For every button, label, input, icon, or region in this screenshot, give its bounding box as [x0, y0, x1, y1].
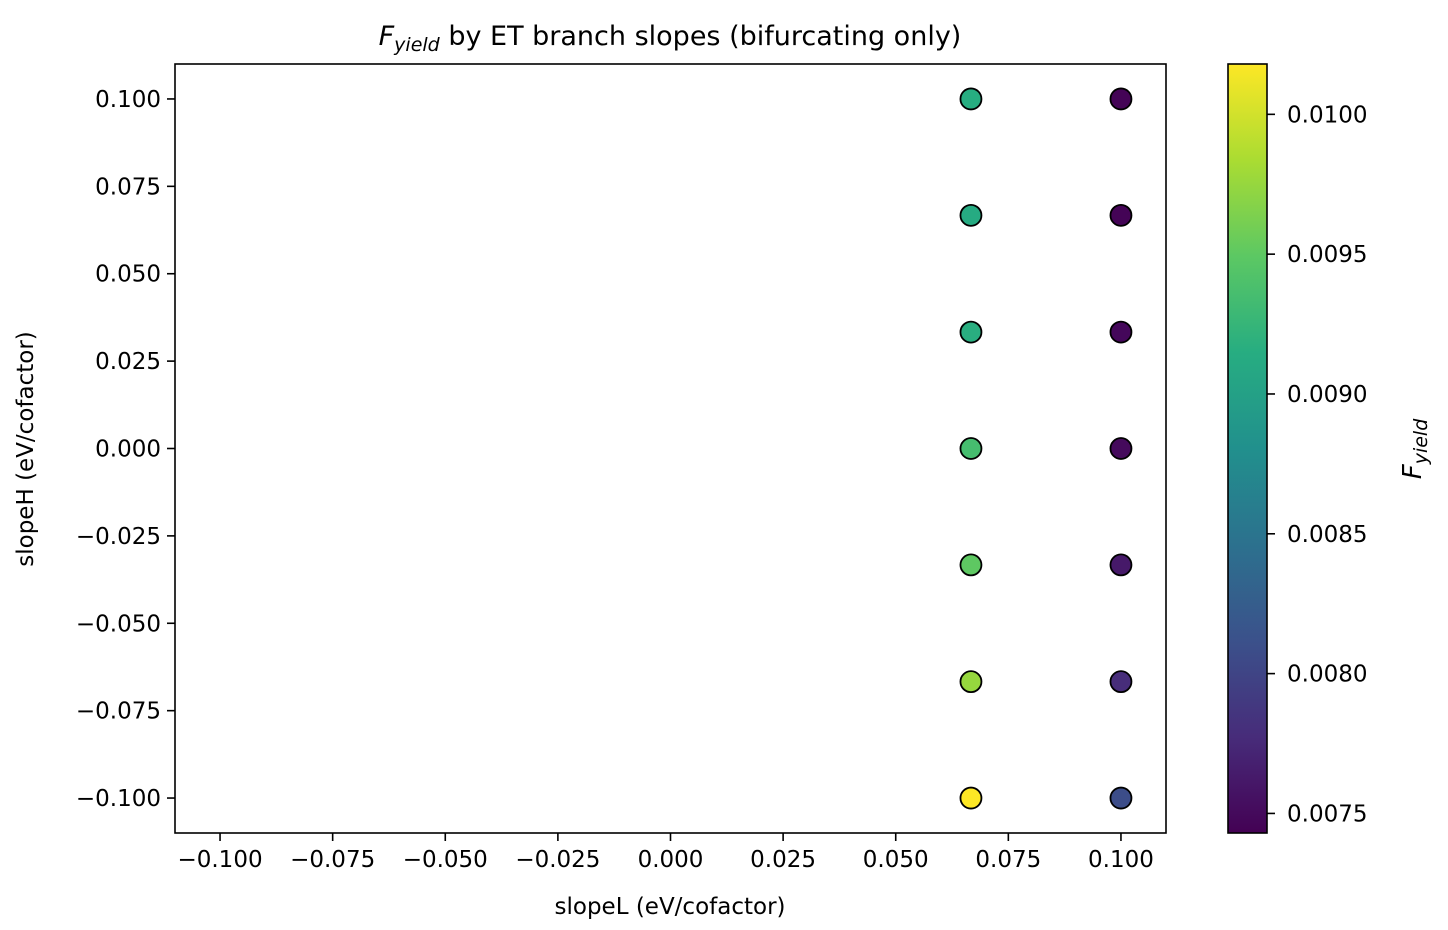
- data-point: [959, 437, 983, 460]
- x-tick-label: −0.025: [515, 847, 600, 873]
- data-point: [959, 553, 983, 577]
- colorbar-tick-label: 0.0090: [1287, 382, 1367, 408]
- y-tick-label: 0.025: [95, 349, 161, 375]
- colorbar-gradient: [1227, 63, 1268, 834]
- data-point: [959, 320, 983, 344]
- x-axis-label: slopeL (eV/cofactor): [555, 894, 786, 920]
- data-point: [1109, 203, 1133, 227]
- data-point: [1109, 437, 1133, 460]
- x-tick-label: −0.050: [403, 847, 488, 873]
- x-tick-label: 0.075: [975, 847, 1041, 873]
- colorbar-ticks: 0.0075 0.0080 0.0085 0.0090 0.0095 0.0100: [1267, 102, 1367, 827]
- y-axis-label: slopeH (eV/cofactor): [13, 331, 39, 566]
- x-axis-ticks: −0.100 −0.075 −0.050 −0.025 0.000 0.025 0.050 0…: [177, 833, 1154, 873]
- y-tick-label: −0.050: [76, 611, 161, 637]
- y-tick-label: 0.075: [95, 174, 161, 200]
- colorbar-tick-label: 0.0085: [1287, 522, 1367, 548]
- x-tick-label: 0.000: [638, 847, 704, 873]
- y-tick-label: 0.050: [95, 262, 161, 288]
- plot-frame: [174, 63, 1167, 834]
- y-axis-ticks: −0.100 −0.075 −0.050 −0.025 0.000 0.025 0.050 0…: [76, 87, 175, 812]
- x-tick-label: −0.075: [290, 847, 375, 873]
- x-tick-label: 0.100: [1088, 847, 1154, 873]
- colorbar-tick-label: 0.0095: [1287, 242, 1367, 268]
- x-tick-label: 0.025: [750, 847, 816, 873]
- data-point: [959, 670, 983, 694]
- chart-title: Fyield by ET branch slopes (bifurcating …: [379, 21, 962, 56]
- data-point: [1109, 670, 1133, 694]
- plot-area: −0.100 −0.075 −0.050 −0.025 0.000 0.025 0.050 0…: [76, 63, 1167, 873]
- y-tick-label: 0.000: [95, 437, 161, 463]
- data-point: [959, 786, 983, 810]
- data-point: [1109, 320, 1133, 344]
- colorbar-label: Fyield: [1398, 418, 1432, 479]
- y-tick-label: −0.075: [76, 699, 161, 725]
- colorbar-tick-label: 0.0075: [1287, 801, 1367, 827]
- data-point: [1109, 87, 1133, 111]
- colorbar-tick-label: 0.0080: [1287, 662, 1367, 688]
- colorbar: 0.0075 0.0080 0.0085 0.0090 0.0095 0.0100 Fyi…: [1227, 63, 1432, 834]
- x-tick-label: −0.100: [177, 847, 262, 873]
- data-points: [959, 87, 1133, 810]
- data-point: [1109, 553, 1133, 577]
- colorbar-tick-label: 0.0100: [1287, 102, 1367, 128]
- data-point: [959, 87, 983, 111]
- data-point: [1109, 786, 1133, 810]
- y-tick-label: −0.100: [76, 786, 161, 812]
- x-tick-label: 0.050: [863, 847, 929, 873]
- y-tick-label: 0.100: [95, 87, 161, 113]
- data-point: [959, 203, 983, 227]
- y-tick-label: −0.025: [76, 524, 161, 550]
